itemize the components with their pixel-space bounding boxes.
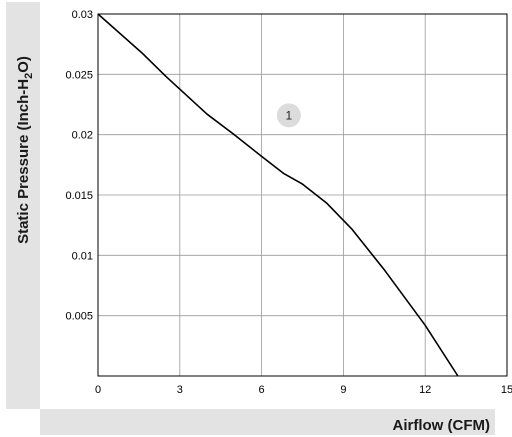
annotation-layer: 1: [276, 103, 301, 128]
y-tick-label: 0.01: [72, 250, 93, 262]
tick-labels: 0 3 6 9 12 15 0.005 0.01 0.015 0.02 0.025 0.03: [65, 9, 512, 396]
y-tick-label: 0.015: [65, 190, 93, 202]
y-tick-label: 0.02: [72, 130, 93, 142]
grid-lines: [98, 14, 507, 376]
y-axis-band: [6, 2, 40, 409]
x-tick-label: 9: [340, 384, 346, 396]
x-tick-label: 6: [259, 384, 265, 396]
series-line: [97, 13, 459, 377]
y-axis-title-subscript: 2: [23, 73, 35, 79]
annotation-label: 1: [286, 108, 293, 122]
y-axis-title-main: Static Pressure (Inch-H: [15, 79, 32, 244]
x-axis-title: Airflow (CFM): [393, 417, 490, 434]
series-layer: [97, 13, 459, 377]
x-tick-label: 3: [177, 384, 183, 396]
plot-frame: [97, 13, 508, 377]
x-tick-label: 12: [419, 384, 431, 396]
y-tick-label: 0.025: [65, 69, 93, 81]
y-tick-label: 0.005: [65, 311, 93, 323]
y-axis-title-end: O): [15, 56, 32, 73]
x-axis-band: [40, 409, 495, 435]
x-tick-label: 15: [501, 384, 512, 396]
y-axis-title: Static Pressure (Inch-H2O): [15, 56, 35, 244]
annotation-badge: [276, 103, 301, 128]
y-tick-label: 0.03: [72, 9, 93, 21]
x-tick-label: 0: [95, 384, 101, 396]
